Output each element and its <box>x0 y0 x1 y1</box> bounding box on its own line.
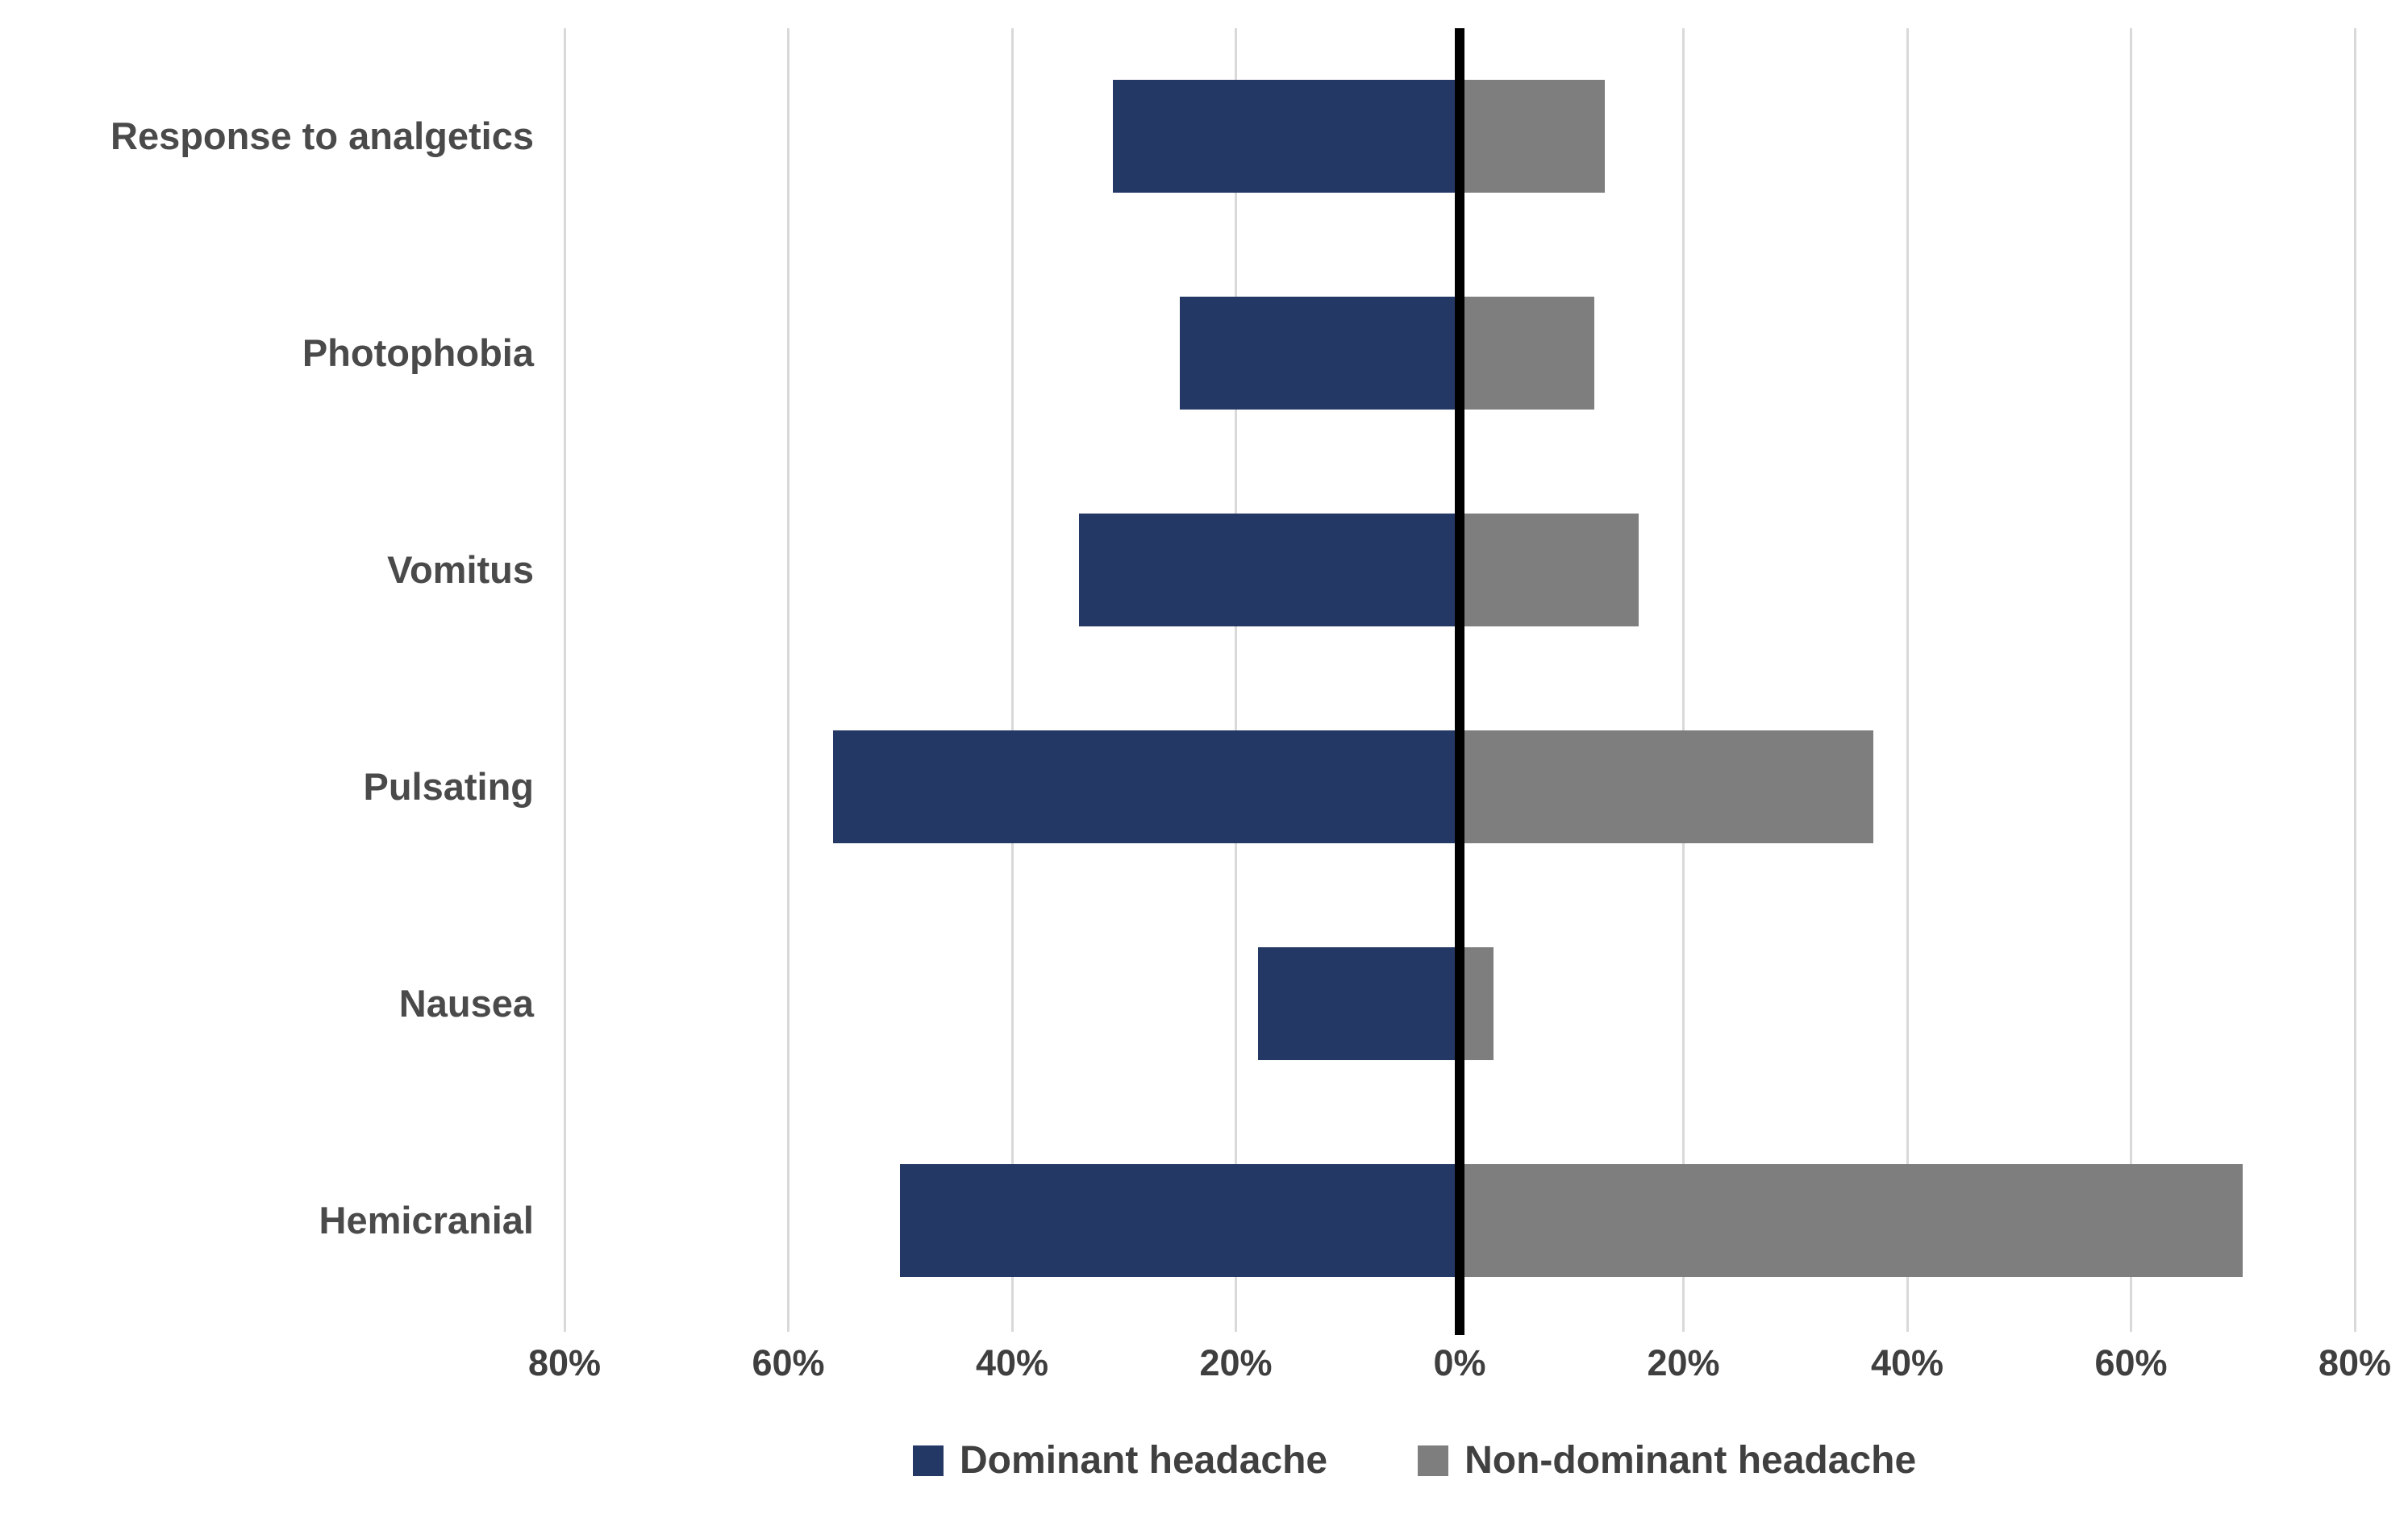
x-axis-tick-label: 0% <box>1433 1342 1486 1383</box>
bar-dominant-response-to-analgetics <box>1112 80 1460 193</box>
legend-item-dominant: Dominant headache <box>913 1441 1327 1480</box>
bar-non-dominant-pulsating <box>1460 730 1874 843</box>
x-axis-tick-label: 80% <box>527 1342 602 1383</box>
x-axis-tick-label: 40% <box>1870 1342 1944 1383</box>
x-axis-tick-label: 20% <box>1647 1342 1720 1383</box>
bar-non-dominant-response-to-analgetics <box>1460 80 1606 193</box>
bar-dominant-photophobia <box>1180 297 1460 410</box>
gridline-60%-right <box>2130 28 2132 1332</box>
x-axis-tick-label: 60% <box>2094 1342 2168 1383</box>
gridline-80%-right <box>2353 28 2356 1332</box>
category-label-hemicranial: Hemicranial <box>319 1198 534 1242</box>
bar-non-dominant-nausea <box>1460 946 1494 1060</box>
gridline-40%-left <box>1010 28 1014 1332</box>
bar-dominant-vomitus <box>1079 514 1460 627</box>
bar-non-dominant-hemicranial <box>1460 1163 2243 1277</box>
x-axis-tick-label: 80% <box>2318 1342 2392 1383</box>
category-label-photophobia: Photophobia <box>302 331 534 375</box>
category-label-nausea: Nausea <box>398 981 534 1025</box>
legend-label-non-dominant-headache: Non-dominant headache <box>1464 1439 1917 1482</box>
bar-dominant-nausea <box>1258 946 1460 1060</box>
bar-dominant-hemicranial <box>900 1163 1460 1277</box>
bar-non-dominant-photophobia <box>1460 297 1594 410</box>
gridline-40%-right <box>1906 28 1909 1332</box>
category-label-vomitus: Vomitus <box>387 548 534 592</box>
legend-label-dominant-headache: Dominant headache <box>960 1439 1328 1482</box>
category-label-pulsating: Pulsating <box>363 764 534 808</box>
legend-swatch-dominant-headache <box>913 1445 944 1476</box>
legend-item-non-dominant: Non-dominant headache <box>1418 1441 1916 1480</box>
gridline-20%-left <box>1235 28 1237 1332</box>
gridline-60%-left <box>787 28 789 1332</box>
x-axis-tick-label: 60% <box>752 1342 825 1383</box>
x-axis-tick-label: 20% <box>1199 1342 1273 1383</box>
x-axis-tick-label: 40% <box>975 1342 1049 1383</box>
gridline-80%-left <box>563 28 566 1332</box>
zero-axis-line <box>1455 28 1464 1335</box>
legend-swatch-non-dominant-headache <box>1418 1445 1449 1476</box>
gridline-20%-right <box>1682 28 1685 1332</box>
category-label-response-to-analgetics: Response to analgetics <box>110 114 534 158</box>
bar-dominant-pulsating <box>833 730 1460 843</box>
chart-legend: Dominant headache Non-dominant headache <box>913 1441 1916 1480</box>
bar-non-dominant-vomitus <box>1460 514 1639 627</box>
